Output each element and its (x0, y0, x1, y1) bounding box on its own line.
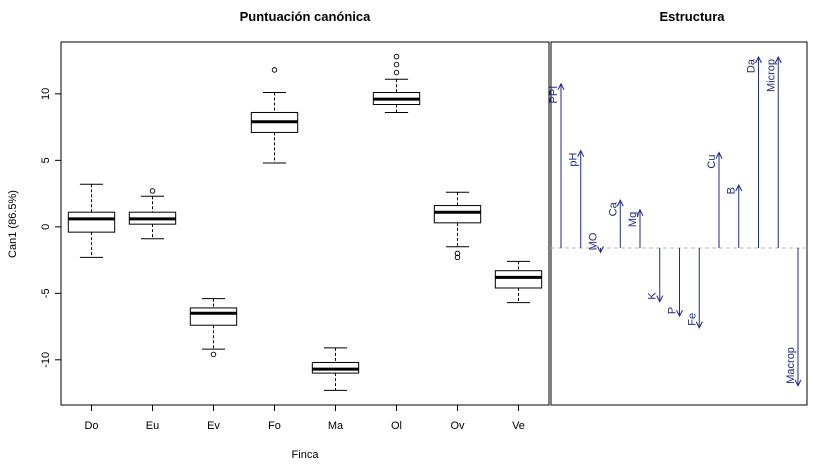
vector-cu: Cu (706, 151, 723, 248)
vector-microp: Microp (765, 55, 782, 248)
outlier-point (393, 69, 400, 76)
box-rect (433, 205, 482, 224)
structure-plot-area: PPI pH MO Ca Mg K P Fe Cu B Da Microp Macrop (548, 55, 807, 387)
vector-arrowhead (735, 183, 743, 192)
vector-ca: Ca (607, 199, 624, 248)
x-tick-label-ma: Ma (328, 420, 344, 432)
vector-da: Da (746, 55, 762, 248)
vector-arrowhead (774, 55, 782, 64)
x-tick-label-eu: Eu (146, 420, 159, 432)
vector-arrowhead (557, 82, 565, 90)
vector-label: MO (588, 232, 600, 250)
y-tick-label: 5 (40, 157, 52, 163)
vector-arrowhead (755, 55, 762, 64)
outlier-point (454, 254, 461, 261)
x-tick-label-ol: Ol (391, 420, 402, 432)
vector-label: Mg (627, 212, 639, 227)
vector-arrowhead (577, 149, 585, 157)
x-tick-label-ve: Ve (512, 420, 525, 432)
vector-arrowhead (656, 295, 664, 303)
vector-macrop: Macrop (785, 248, 802, 387)
vector-arrowhead (636, 208, 644, 217)
vector-arrowhead (676, 309, 683, 318)
vector-label: Microp (765, 59, 777, 92)
outlier-point (210, 351, 217, 358)
box-ov (433, 191, 482, 261)
y-tick-label: 0 (40, 224, 52, 230)
box-ma (311, 347, 360, 391)
vector-label: pH (568, 153, 580, 167)
box-ol (372, 53, 421, 113)
box-rect (189, 307, 238, 326)
boxplot-plot-area: -10 -5 0 5 10 Do Eu Ev Fo Ma Ol Ov Ve (40, 53, 543, 432)
vector-label: Fe (686, 313, 698, 326)
outlier-point (393, 53, 400, 60)
outlier-point (271, 67, 278, 73)
x-tick-label-fo: Fo (268, 420, 281, 432)
structure-title: Estructura (659, 9, 725, 24)
structure-frame (550, 41, 808, 406)
box-ev (189, 298, 238, 358)
vector-arrowhead (695, 321, 703, 329)
vector-ph: pH (568, 149, 585, 248)
box-rect (494, 270, 543, 289)
vector-arrowhead (715, 151, 723, 159)
boxplot-title: Puntuación canónica (240, 9, 372, 24)
x-tick-label-ov: Ov (450, 420, 465, 432)
box-eu (128, 188, 177, 240)
vector-arrowhead (794, 379, 802, 387)
x-tick-label-ev: Ev (207, 420, 220, 432)
y-tick-label: 10 (40, 88, 52, 100)
box-do (67, 183, 116, 258)
vector-k: K (647, 248, 664, 303)
vector-b: B (726, 183, 743, 248)
x-axis-label: Finca (292, 449, 320, 461)
vector-label: Cu (706, 155, 718, 169)
vector-mo: MO (588, 232, 604, 254)
outlier-point (454, 250, 461, 257)
vector-label: P (667, 307, 679, 314)
vector-p: P (667, 248, 683, 318)
x-tick-label-do: Do (84, 420, 98, 432)
box-fo (250, 67, 299, 164)
vector-arrowhead (616, 199, 624, 207)
vector-label: B (726, 187, 738, 194)
vector-label: Macrop (785, 347, 797, 384)
outlier-point (149, 188, 156, 194)
vector-fe: Fe (686, 248, 703, 329)
vector-mg: Mg (627, 208, 644, 248)
vector-ppi: PPI (548, 82, 565, 248)
vector-label: Ca (607, 201, 619, 216)
box-ve (494, 260, 543, 304)
box-rect (67, 211, 116, 233)
vector-label: Da (746, 58, 758, 73)
vector-arrowhead (597, 246, 604, 254)
y-tick-label: -5 (40, 288, 52, 298)
y-tick-label: -10 (40, 352, 52, 368)
outlier-point (393, 61, 400, 68)
vector-label: K (647, 292, 659, 300)
vector-label: PPI (548, 86, 560, 104)
boxplot-frame (60, 41, 550, 406)
y-axis-label: Can1 (86.5%) (7, 190, 19, 258)
